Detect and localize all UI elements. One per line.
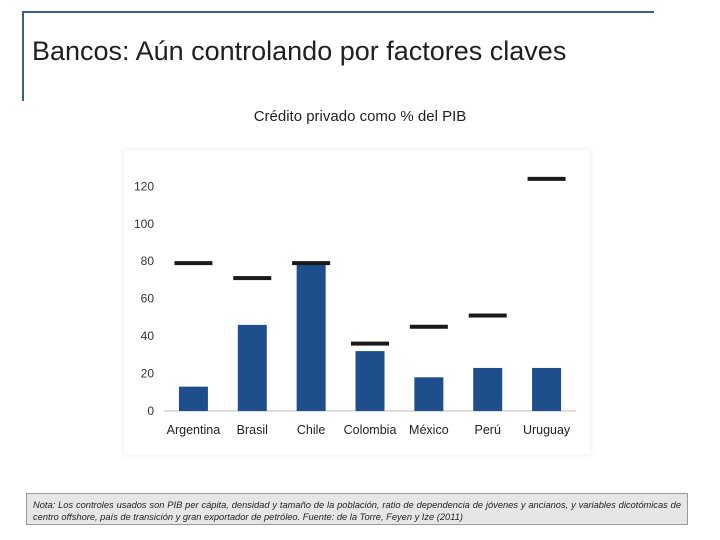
- title-frame-left: [22, 11, 24, 101]
- y-tick-label: 100: [134, 217, 154, 231]
- x-tick-label: Colombia: [344, 423, 397, 437]
- y-tick-label: 80: [141, 254, 155, 268]
- x-tick-label: Uruguay: [523, 423, 571, 437]
- benchmark-marker-chile: [292, 261, 331, 266]
- slide-title: Bancos: Aún controlando por factores cla…: [32, 36, 567, 66]
- y-tick-label: 40: [141, 329, 155, 343]
- source-note: Nota: Los controles usados son PIB per c…: [26, 493, 688, 525]
- x-tick-label: Argentina: [167, 423, 221, 437]
- bar-colombia: [355, 351, 385, 411]
- bar-brasil: [237, 324, 267, 411]
- y-tick-label: 20: [141, 367, 155, 381]
- x-tick-label: Perú: [475, 423, 501, 437]
- y-tick-label: 0: [147, 404, 154, 418]
- benchmark-marker-méxico: [409, 324, 448, 329]
- y-tick-label: 60: [141, 292, 155, 306]
- bar-perú: [473, 367, 503, 411]
- benchmark-marker-argentina: [174, 261, 213, 266]
- benchmark-marker-uruguay: [527, 176, 566, 181]
- chart-title: Crédito privado como % del PIB: [253, 108, 467, 125]
- bar-chile: [296, 263, 326, 411]
- x-tick-label: México: [409, 423, 449, 437]
- x-tick-label: Chile: [297, 423, 326, 437]
- benchmark-marker-perú: [468, 313, 507, 318]
- bar-uruguay: [532, 367, 562, 411]
- y-tick-label: 120: [134, 179, 154, 193]
- bar-chart: 0 20 40 60 80 100 120 Argentina Brasil Chile Colom…: [134, 176, 576, 437]
- bar-argentina: [178, 386, 208, 411]
- benchmark-marker-colombia: [351, 341, 389, 346]
- benchmark-marker-brasil: [233, 276, 272, 281]
- bar-méxico: [414, 377, 444, 411]
- title-frame-top: [22, 11, 654, 13]
- x-tick-label: Brasil: [237, 423, 268, 437]
